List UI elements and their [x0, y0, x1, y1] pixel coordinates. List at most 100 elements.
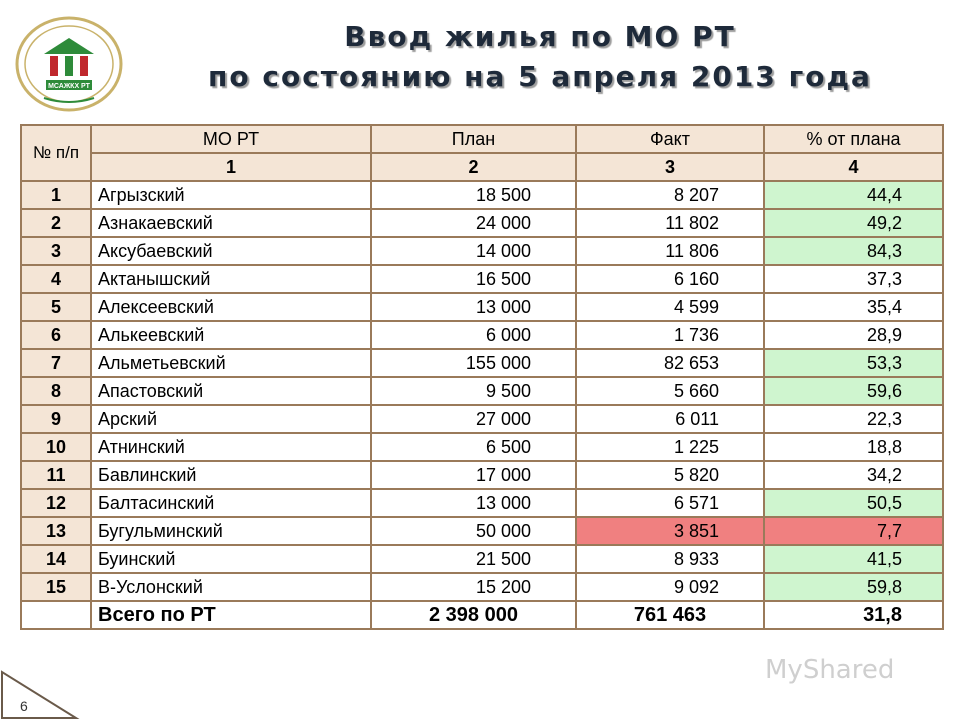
row-number: 15 [20, 572, 92, 602]
page-number-badge: 6 [0, 670, 80, 720]
page-subtitle: по состоянию на 5 апреля 2013 года [208, 60, 872, 93]
table-row: 4 Актанышский 16 500 6 160 37,3 [20, 264, 944, 294]
percent-value: 50,5 [763, 488, 944, 518]
fact-value: 1 736 [575, 320, 765, 350]
row-number: 11 [20, 460, 92, 490]
table-row: 2 Азнакаевский 24 000 11 802 49,2 [20, 208, 944, 238]
percent-value: 34,2 [763, 460, 944, 490]
plan-value: 18 500 [370, 180, 577, 210]
row-number: 3 [20, 236, 92, 266]
plan-value: 50 000 [370, 516, 577, 546]
page-title: Ввод жилья по МО РТ [344, 20, 736, 53]
fact-value: 3 851 [575, 516, 765, 546]
col-header-plan: План [370, 124, 577, 154]
col-header-pct: % от плана [763, 124, 944, 154]
table-row: 8 Апастовский 9 500 5 660 59,6 [20, 376, 944, 406]
row-number: 2 [20, 208, 92, 238]
row-number: 12 [20, 488, 92, 518]
table-header-row: № п/п МО РТ План Факт % от плана [20, 124, 944, 182]
percent-value: 18,8 [763, 432, 944, 462]
total-pct: 31,8 [763, 600, 944, 630]
col-header-mo: МО РТ [90, 124, 372, 154]
fact-value: 9 092 [575, 572, 765, 602]
total-fact: 761 463 [575, 600, 765, 630]
table-row: 14 Буинский 21 500 8 933 41,5 [20, 544, 944, 574]
row-number: 9 [20, 404, 92, 434]
col-header-fact: Факт [575, 124, 765, 154]
municipality-name: Буинский [90, 544, 372, 574]
row-number: 7 [20, 348, 92, 378]
column-index-row: 1 2 3 4 [21, 152, 944, 182]
percent-value: 35,4 [763, 292, 944, 322]
table-body: 1 Агрызский 18 500 8 207 44,4 2 Азнакаевский 24… [20, 180, 944, 602]
plan-value: 21 500 [370, 544, 577, 574]
plan-value: 24 000 [370, 208, 577, 238]
page-corner-icon [1, 670, 80, 719]
municipality-name: Арский [90, 404, 372, 434]
plan-value: 14 000 [370, 236, 577, 266]
fact-value: 6 011 [575, 404, 765, 434]
table-row: 11 Бавлинский 17 000 5 820 34,2 [20, 460, 944, 490]
percent-value: 84,3 [763, 236, 944, 266]
row-number: 10 [20, 432, 92, 462]
row-number: 8 [20, 376, 92, 406]
row-number: 6 [20, 320, 92, 350]
plan-value: 9 500 [370, 376, 577, 406]
percent-value: 59,6 [763, 376, 944, 406]
municipality-name: Алькеевский [90, 320, 372, 350]
municipality-name: Бавлинский [90, 460, 372, 490]
fact-value: 8 207 [575, 180, 765, 210]
municipality-name: Агрызский [90, 180, 372, 210]
table-row: 13 Бугульминский 50 000 3 851 7,7 [20, 516, 944, 546]
col-header-pct-label: % от плана [806, 129, 901, 149]
municipality-name: Алексеевский [90, 292, 372, 322]
fact-value: 82 653 [575, 348, 765, 378]
municipality-name: Балтасинский [90, 488, 372, 518]
municipality-name: Актанышский [90, 264, 372, 294]
table-row: 15 В-Услонский 15 200 9 092 59,8 [20, 572, 944, 602]
row-number: 4 [20, 264, 92, 294]
page-number: 6 [20, 698, 28, 714]
table-row: 1 Агрызский 18 500 8 207 44,4 [20, 180, 944, 210]
municipality-name: Бугульминский [90, 516, 372, 546]
row-number: 14 [20, 544, 92, 574]
column-index: 1 [90, 152, 372, 182]
plan-value: 13 000 [370, 488, 577, 518]
row-number: 5 [20, 292, 92, 322]
municipality-name: Аксубаевский [90, 236, 372, 266]
fact-value: 11 806 [575, 236, 765, 266]
table-row: 9 Арский 27 000 6 011 22,3 [20, 404, 944, 434]
table-row: 12 Балтасинский 13 000 6 571 50,5 [20, 488, 944, 518]
percent-value: 49,2 [763, 208, 944, 238]
municipality-name: Азнакаевский [90, 208, 372, 238]
fact-value: 4 599 [575, 292, 765, 322]
logo-text: МСАЖКХ РТ [48, 83, 91, 90]
table-row: 7 Альметьевский 155 000 82 653 53,3 [20, 348, 944, 378]
plan-value: 27 000 [370, 404, 577, 434]
table-row: 10 Атнинский 6 500 1 225 18,8 [20, 432, 944, 462]
fact-value: 6 160 [575, 264, 765, 294]
plan-value: 6 500 [370, 432, 577, 462]
table-row: 5 Алексеевский 13 000 4 599 35,4 [20, 292, 944, 322]
row-number: 1 [20, 180, 92, 210]
housing-table: № п/п МО РТ План Факт % от плана 1 2 3 4… [20, 124, 944, 630]
percent-value: 7,7 [763, 516, 944, 546]
fact-value: 5 820 [575, 460, 765, 490]
plan-value: 6 000 [370, 320, 577, 350]
percent-value: 59,8 [763, 572, 944, 602]
watermark: MyShared [765, 655, 895, 685]
fact-value: 5 660 [575, 376, 765, 406]
percent-value: 22,3 [763, 404, 944, 434]
percent-value: 37,3 [763, 264, 944, 294]
municipality-name: В-Услонский [90, 572, 372, 602]
plan-value: 155 000 [370, 348, 577, 378]
percent-value: 53,3 [763, 348, 944, 378]
percent-value: 44,4 [763, 180, 944, 210]
plan-value: 13 000 [370, 292, 577, 322]
total-row: Всего по РТ 2 398 000 761 463 31,8 [20, 600, 944, 630]
percent-value: 28,9 [763, 320, 944, 350]
table-row: 3 Аксубаевский 14 000 11 806 84,3 [20, 236, 944, 266]
fact-value: 6 571 [575, 488, 765, 518]
col-header-num-label: № п/п [32, 143, 80, 162]
ministry-logo: МСАЖКХ РТ [15, 16, 123, 112]
